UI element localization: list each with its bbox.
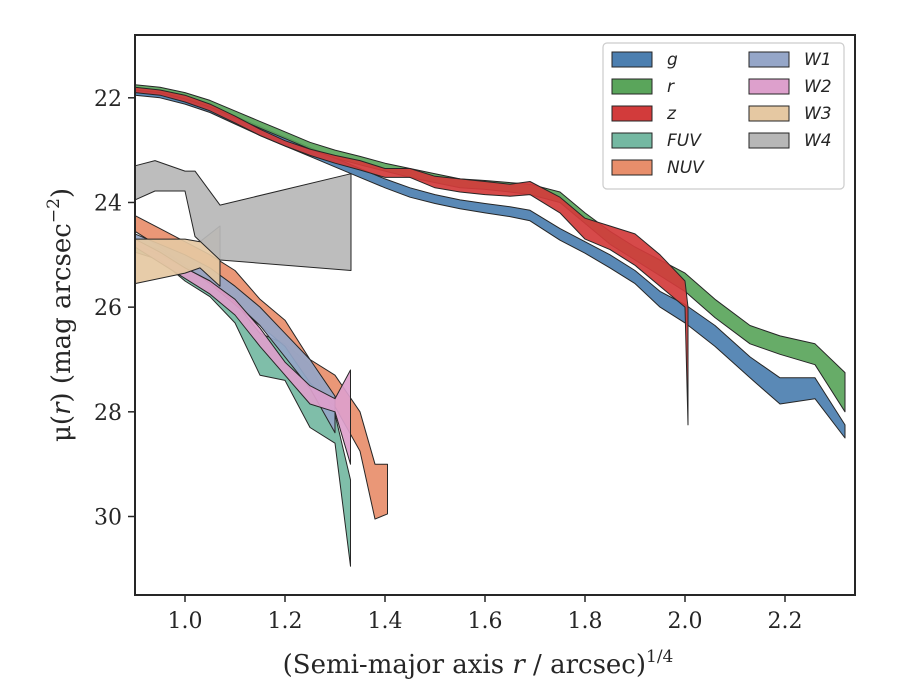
legend-label-w2: W2 xyxy=(804,77,832,97)
legend-label-nuv: NUV xyxy=(667,158,705,178)
legend-label-w4: W4 xyxy=(804,131,832,151)
x-axis-label-var: r xyxy=(512,650,526,680)
y-axis-label-exponent: −2 xyxy=(44,198,64,223)
legend-swatch-w3 xyxy=(748,105,790,122)
legend-swatch-z xyxy=(611,105,653,122)
y-axis-ticks: 22 24 26 28 30 xyxy=(94,87,135,530)
x-tick-label: 1.2 xyxy=(268,609,303,634)
legend-label-z: z xyxy=(666,104,677,124)
legend-swatch-r xyxy=(611,78,653,95)
x-axis-label-exponent: 1/4 xyxy=(646,647,673,667)
y-tick-label: 28 xyxy=(94,401,122,426)
legend-swatch-w1 xyxy=(748,51,790,68)
plot-frame xyxy=(134,34,856,596)
y-tick-label: 26 xyxy=(94,296,122,321)
x-axis-ticks: 1.0 1.2 1.4 1.6 1.8 2.0 2.2 xyxy=(168,595,803,634)
x-tick-label: 2.2 xyxy=(768,609,803,634)
legend-swatch-fuv xyxy=(611,132,653,149)
y-tick-label: 22 xyxy=(94,87,122,112)
legend-label-w1: W1 xyxy=(804,50,832,70)
band-w4 xyxy=(134,160,352,271)
y-axis-label-mu: μ( xyxy=(47,415,77,442)
legend-label-w3: W3 xyxy=(804,104,832,124)
y-axis-label: μ(r) (mag arcsec−2) xyxy=(44,188,77,442)
legend-label-fuv: FUV xyxy=(667,131,702,151)
y-tick-label: 30 xyxy=(94,505,122,530)
x-tick-label: 1.8 xyxy=(568,609,603,634)
x-axis-label-main: (Semi-major axis xyxy=(283,650,513,680)
y-tick-label: 24 xyxy=(94,191,122,216)
band-w2 xyxy=(134,238,351,465)
band-z xyxy=(134,86,689,426)
legend-swatch-nuv xyxy=(611,159,653,176)
y-axis-label-mid: ) (mag arcsec xyxy=(47,223,77,402)
legend-swatch-w4 xyxy=(748,132,790,149)
band-w3 xyxy=(134,225,221,287)
legend-label-g: g xyxy=(667,50,678,70)
legend: grz FUV NUV W1 W2 W3 W4 xyxy=(602,42,845,190)
y-axis-label-var: r xyxy=(47,401,77,415)
y-axis-label-end: ) xyxy=(47,188,77,198)
x-tick-label: 1.6 xyxy=(468,609,503,634)
legend-items: grz FUV NUV W1 W2 W3 W4 xyxy=(611,50,832,178)
x-tick-label: 1.4 xyxy=(368,609,403,634)
legend-swatch-g xyxy=(611,51,653,68)
x-tick-label: 1.0 xyxy=(168,609,203,634)
legend-swatch-w2 xyxy=(748,78,790,95)
x-tick-label: 2.0 xyxy=(668,609,703,634)
x-axis-label: (Semi-major axis r / arcsec)1/4 xyxy=(283,647,674,680)
x-axis-label-mid: / arcsec) xyxy=(525,650,646,680)
series-bands xyxy=(134,84,846,567)
legend-label-r: r xyxy=(667,77,675,97)
